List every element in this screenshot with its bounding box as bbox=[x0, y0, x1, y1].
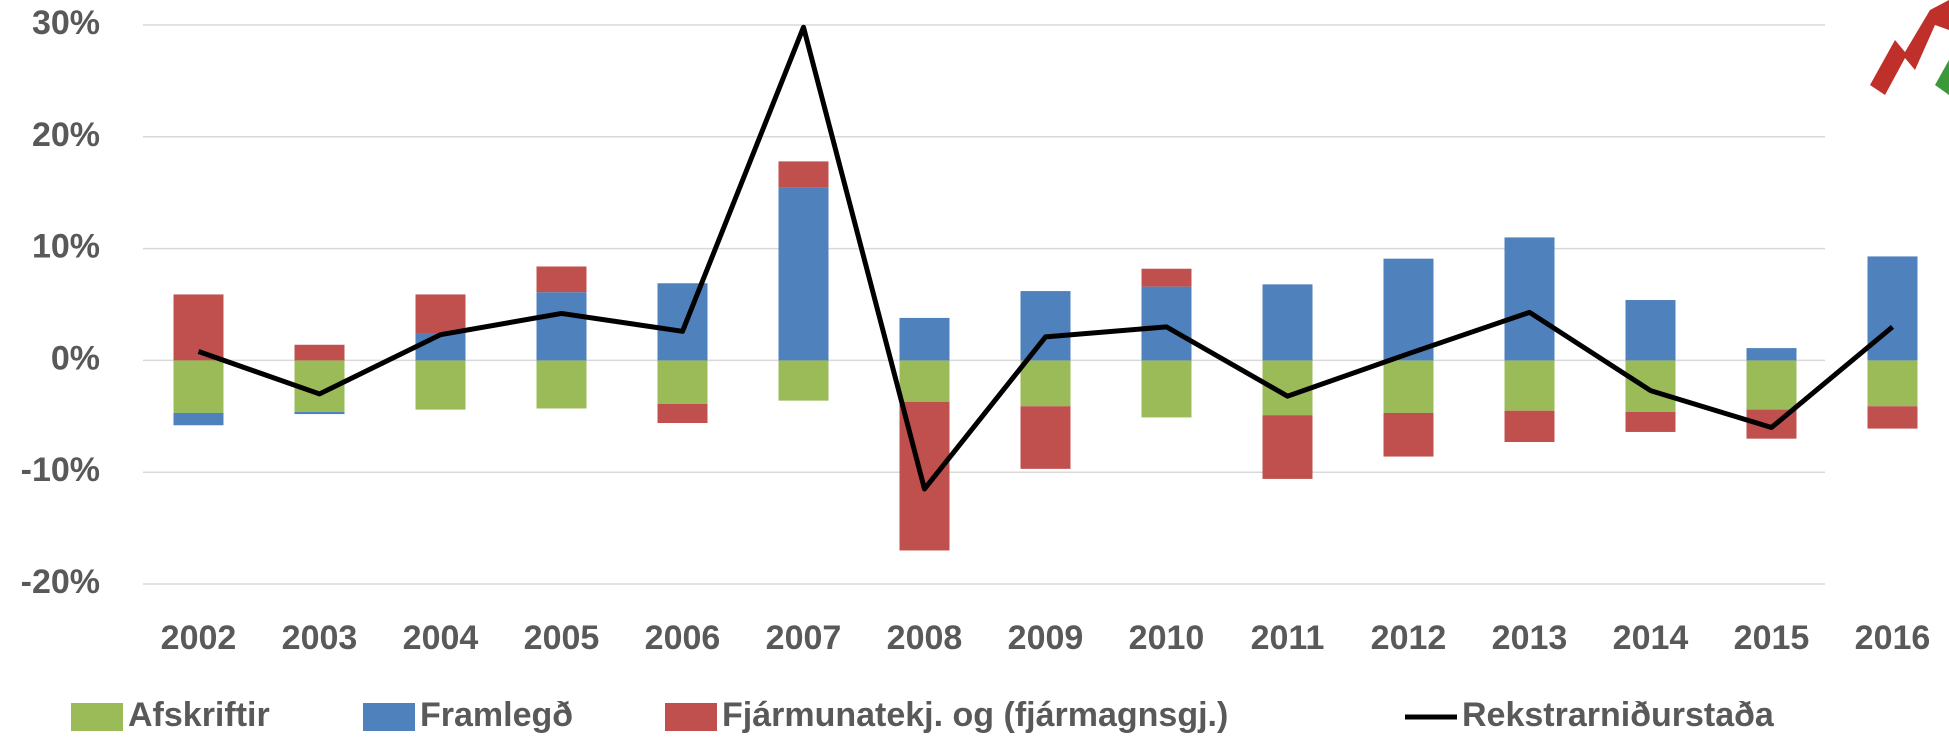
y-tick-label: 20% bbox=[32, 116, 100, 154]
arrow-icon bbox=[1935, 60, 1949, 95]
bar bbox=[1868, 360, 1918, 406]
page: -20% -10% 0% 10% 20% 30% 2002 2003 2004 2005 2006 2… bbox=[0, 0, 1949, 742]
bar bbox=[416, 360, 466, 409]
x-tick-label: 2013 bbox=[1492, 619, 1568, 657]
bar bbox=[1505, 237, 1555, 360]
x-tick-label: 2003 bbox=[282, 619, 358, 657]
bar bbox=[295, 345, 345, 361]
bar bbox=[658, 404, 708, 423]
legend-swatch bbox=[71, 703, 123, 731]
x-tick-label: 2016 bbox=[1855, 619, 1931, 657]
x-tick-label: 2014 bbox=[1613, 619, 1689, 657]
bar bbox=[1021, 406, 1071, 469]
y-tick-label: -20% bbox=[21, 563, 100, 601]
bar bbox=[1021, 291, 1071, 360]
bar bbox=[295, 412, 345, 414]
bar bbox=[779, 161, 829, 187]
bar bbox=[1747, 348, 1797, 360]
bar bbox=[900, 318, 950, 360]
legend-swatch bbox=[363, 703, 415, 731]
legend-label: Afskriftir bbox=[128, 696, 270, 734]
y-tick-label: 0% bbox=[51, 339, 100, 377]
legend-label: Fjármunatekj. og (fjármagnsgj.) bbox=[722, 696, 1228, 734]
y-tick-label: 30% bbox=[32, 4, 100, 42]
x-tick-label: 2010 bbox=[1129, 619, 1205, 657]
bar bbox=[416, 294, 466, 333]
bar bbox=[1747, 360, 1797, 409]
bar bbox=[1142, 269, 1192, 287]
decoration bbox=[1870, 0, 1949, 95]
x-tick-label: 2009 bbox=[1008, 619, 1084, 657]
bar bbox=[1384, 360, 1434, 413]
x-tick-label: 2015 bbox=[1734, 619, 1810, 657]
bar bbox=[1626, 300, 1676, 360]
bar bbox=[1505, 360, 1555, 410]
chart: -20% -10% 0% 10% 20% 30% 2002 2003 2004 2005 2006 2… bbox=[0, 0, 1949, 742]
bar bbox=[1868, 256, 1918, 360]
bar bbox=[1142, 360, 1192, 417]
bar bbox=[174, 413, 224, 425]
bar bbox=[416, 334, 466, 361]
y-tick-label: -10% bbox=[21, 451, 100, 489]
bar bbox=[537, 292, 587, 360]
bar bbox=[537, 266, 587, 292]
bar bbox=[1626, 412, 1676, 432]
bar bbox=[1384, 413, 1434, 457]
legend-label: Rekstrarniðurstaða bbox=[1462, 696, 1775, 734]
bar bbox=[1263, 284, 1313, 360]
arrow-icon bbox=[1870, 0, 1949, 95]
bar bbox=[658, 360, 708, 404]
bar bbox=[1626, 360, 1676, 411]
bar bbox=[537, 360, 587, 408]
x-tick-label: 2005 bbox=[524, 619, 600, 657]
bar bbox=[1142, 287, 1192, 361]
bar bbox=[1263, 415, 1313, 479]
x-tick-label: 2006 bbox=[645, 619, 721, 657]
bar bbox=[174, 360, 224, 413]
x-tick-label: 2002 bbox=[161, 619, 237, 657]
x-tick-label: 2012 bbox=[1371, 619, 1447, 657]
bar bbox=[174, 294, 224, 360]
legend-swatch bbox=[665, 703, 717, 731]
bar bbox=[658, 283, 708, 360]
legend-label: Framlegð bbox=[420, 696, 573, 734]
bar bbox=[779, 360, 829, 400]
x-tick-label: 2011 bbox=[1251, 619, 1325, 657]
bar bbox=[779, 187, 829, 360]
bar bbox=[900, 360, 950, 401]
x-tick-label: 2007 bbox=[766, 619, 842, 657]
x-tick-label: 2008 bbox=[887, 619, 963, 657]
y-tick-label: 10% bbox=[32, 228, 100, 266]
bar bbox=[1868, 406, 1918, 428]
x-tick-label: 2004 bbox=[403, 619, 479, 657]
bar bbox=[1505, 411, 1555, 442]
bar bbox=[1021, 360, 1071, 406]
